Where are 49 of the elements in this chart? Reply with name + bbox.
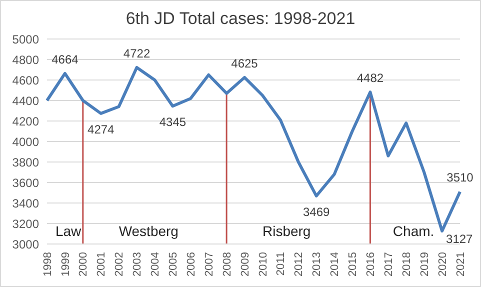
x-tick-label: 2005 [168, 252, 180, 276]
annotation: Law [55, 223, 82, 239]
x-tick-label: 2013 [311, 252, 324, 276]
x-tick-label: 2012 [293, 252, 306, 276]
y-tick-label: 3400 [12, 196, 40, 210]
y-tick-label: 4600 [12, 73, 40, 88]
x-tick-label: 2019 [418, 252, 431, 276]
y-tick-label: 5000 [12, 32, 40, 46]
x-tick-label: 2009 [239, 252, 252, 276]
y-tick-label: 4000 [12, 134, 40, 149]
y-tick-label: 3800 [12, 155, 40, 170]
x-tick-label: 2018 [400, 252, 413, 276]
annotation: Westberg [118, 223, 178, 239]
annotation: Risberg [262, 223, 311, 239]
data-label: 4345 [159, 115, 186, 130]
x-tick-label: 2006 [185, 252, 198, 276]
x-tick-label: 2010 [257, 252, 270, 276]
x-tick-label: 2007 [203, 252, 216, 276]
data-label: 3127 [446, 232, 474, 246]
annotation: Cham. [392, 223, 434, 239]
x-tick-label: 2000 [78, 252, 90, 276]
x-tick-label: 2017 [382, 252, 395, 276]
y-tick-label: 4200 [12, 114, 40, 128]
data-label: 3510 [446, 170, 474, 185]
x-tick-label: 2015 [347, 252, 360, 276]
data-label: 4722 [123, 46, 150, 60]
x-tick-label: 2004 [150, 252, 162, 276]
y-tick-label: 4400 [12, 94, 40, 108]
data-label: 4625 [231, 56, 258, 70]
x-tick-label: 2011 [275, 252, 288, 276]
data-label: 3469 [302, 204, 330, 219]
x-tick-label: 2001 [96, 252, 108, 276]
x-tick-label: 2002 [114, 252, 126, 276]
x-tick-label: 2016 [365, 252, 378, 276]
x-tick-label: 2020 [436, 252, 449, 276]
y-tick-label: 3200 [12, 216, 40, 231]
x-tick-label: 2014 [329, 252, 342, 276]
y-tick-label: 3600 [12, 176, 40, 190]
x-tick-label: 1998 [42, 252, 54, 276]
x-tick-label: 1999 [60, 252, 72, 276]
y-tick-label: 4800 [12, 52, 40, 67]
data-label: 4482 [356, 71, 384, 86]
y-tick-label: 3000 [12, 237, 40, 252]
chart-title: 6th JD Total cases: 1998-2021 [124, 8, 356, 30]
x-tick-label: 2008 [221, 252, 234, 276]
data-label: 4664 [52, 52, 79, 66]
data-label: 4274 [88, 122, 115, 136]
x-tick-label: 2021 [454, 252, 467, 276]
x-tick-label: 2003 [132, 252, 144, 276]
